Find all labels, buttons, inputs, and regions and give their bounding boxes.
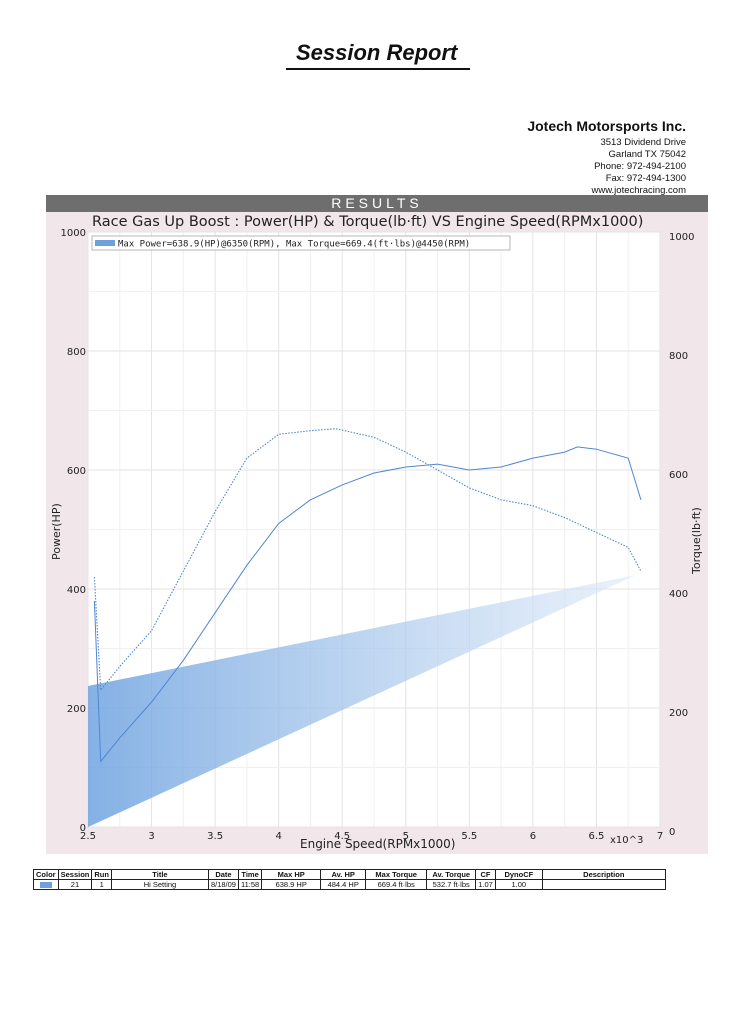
y-left-tick-label-3: 600 [67, 466, 86, 477]
cell-time: 11:58 [237, 879, 263, 890]
header-av-hp: Av. HP [320, 869, 367, 880]
y-right-tick-label-0: 0 [669, 827, 675, 838]
x-tick-label-3: 4 [275, 831, 281, 842]
header-max-hp: Max HP [261, 869, 322, 880]
header-run: Run [91, 869, 112, 880]
header-title: Title [110, 869, 209, 880]
x-tick-label-1: 3 [148, 831, 154, 842]
y-right-tick-label-1: 200 [669, 708, 688, 719]
color-swatch [39, 882, 52, 889]
company-website: www.jotechracing.com [591, 185, 686, 196]
x-tick-label-0: 2.5 [80, 831, 96, 842]
header-description: Description [541, 869, 666, 880]
report-title: Session Report [296, 40, 458, 65]
company-address-line2: Garland TX 75042 [608, 149, 686, 160]
cell-max-torque: 669.4 ft·lbs [365, 879, 428, 890]
x-tick-label-2: 3.5 [207, 831, 223, 842]
x-tick-label-5: 5 [403, 831, 409, 842]
chart-title: Race Gas Up Boost : Power(HP) & Torque(l… [92, 214, 643, 230]
cell-color [33, 879, 59, 890]
header-av-torque: Av. Torque [426, 869, 477, 880]
x-tick-label-7: 6 [530, 831, 536, 842]
shaded-band [88, 575, 636, 827]
cell-dynocf: 1.00 [494, 879, 543, 890]
cell-session: 21 [57, 879, 93, 890]
table-row: 21 1 Hi Setting 8/18/09 11:58 638.9 HP 4… [33, 879, 666, 890]
x-tick-label-6: 5.5 [461, 831, 477, 842]
y-left-tick-label-2: 400 [67, 585, 86, 596]
session-summary-table: Color Session Run Title Date Time Max HP… [33, 869, 666, 890]
header-cf: CF [475, 869, 496, 880]
cell-av-hp: 484.4 HP [320, 879, 367, 890]
y-right-tick-label-5: 1000 [669, 232, 694, 243]
session-table-header-row: Color Session Run Title Date Time Max HP… [33, 869, 666, 880]
y-left-tick-label-0: 0 [80, 823, 86, 834]
header-time: Time [237, 869, 263, 880]
series-line-1 [93, 428, 642, 692]
y-right-tick-label-2: 400 [669, 589, 688, 600]
legend-swatch [95, 240, 115, 246]
cell-description [541, 879, 666, 890]
header-dynocf: DynoCF [494, 869, 543, 880]
y-axis-right-label: Torque(lb·ft) [690, 507, 703, 575]
x-axis-label: Engine Speed(RPMx1000) [300, 837, 456, 851]
header-date: Date [207, 869, 239, 880]
company-address-line1: 3513 Dividend Drive [600, 137, 686, 148]
legend-box [91, 235, 511, 251]
x-tick-label-9: 7 [657, 831, 663, 842]
cell-av-torque: 532.7 ft·lbs [426, 879, 477, 890]
header-color: Color [33, 869, 59, 880]
series-layer [93, 428, 642, 763]
y-right-tick-label-4: 800 [669, 351, 688, 362]
title-underline [286, 68, 470, 70]
grid-lines [87, 231, 661, 828]
x-tick-label-4: 4.5 [334, 831, 350, 842]
x-tick-label-8: 6.5 [588, 831, 604, 842]
company-info: Jotech Motorsports Inc. 3513 Dividend Dr… [527, 118, 686, 197]
company-phone: Phone: 972-494-2100 [594, 161, 686, 172]
header-session: Session [57, 869, 93, 880]
y-axis-left-label: Power(HP) [50, 503, 63, 560]
company-name: Jotech Motorsports Inc. [527, 118, 686, 134]
y-right-tick-label-3: 600 [669, 470, 688, 481]
cell-run: 1 [91, 879, 112, 890]
results-header-bar: RESULTS [46, 195, 708, 212]
y-left-tick-label-5: 1000 [61, 228, 86, 239]
cell-date: 8/18/09 [207, 879, 239, 890]
header-max-torque: Max Torque [365, 869, 428, 880]
y-left-tick-label-4: 800 [67, 347, 86, 358]
y-left-tick-label-1: 200 [67, 704, 86, 715]
cell-max-hp: 638.9 HP [261, 879, 322, 890]
cell-cf: 1.07 [475, 879, 496, 890]
legend-text: Max Power=638.9(HP)@6350(RPM), Max Torqu… [118, 240, 470, 250]
series-line-0 [93, 446, 642, 763]
x-axis-unit-label: x10^3 [610, 835, 643, 846]
cell-title: Hi Setting [110, 879, 209, 890]
company-fax: Fax: 972-494-1300 [605, 173, 686, 184]
